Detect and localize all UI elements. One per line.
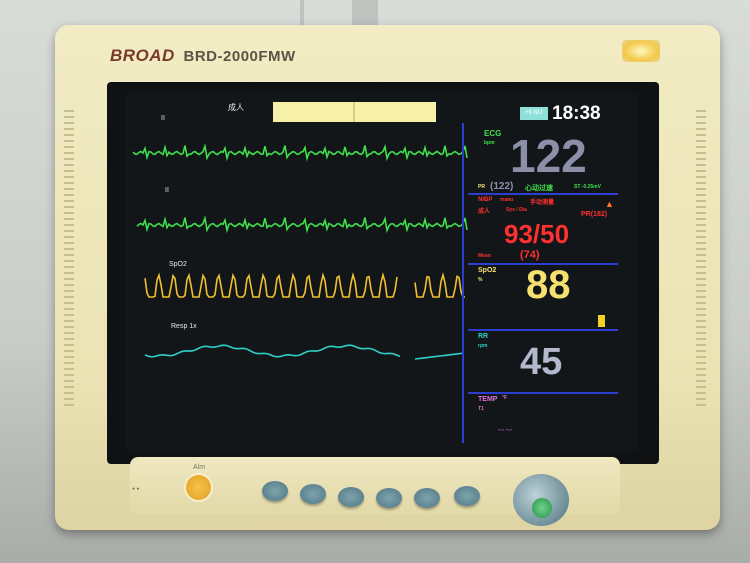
nibp-status: 手动测量: [530, 200, 555, 206]
alarm-message-bar: [273, 102, 436, 122]
model-name: BRD-2000FMW: [183, 48, 296, 65]
wave-label-ecg1: II: [161, 115, 165, 122]
resp-waveform-b: [414, 352, 464, 360]
knob-center[interactable]: [532, 498, 552, 518]
ecg-status: 心动过速: [525, 185, 553, 192]
wave-label-resp: Resp 1x: [171, 323, 197, 330]
parameter-panel: HI NIJ 18:38 ECG bpm 122 PR (122) 心动过速 S…: [462, 93, 637, 451]
menu-button-5[interactable]: [414, 488, 440, 508]
waveform-area: [132, 143, 468, 360]
menu-button-6[interactable]: [454, 486, 480, 506]
temp-label: TEMP: [478, 396, 498, 403]
patient-type: 成人: [228, 103, 244, 112]
brand-logo: BROAD: [110, 46, 175, 65]
nibp-pr: PR(182): [581, 211, 608, 218]
nibp-mean-label: Mean: [478, 253, 491, 259]
warning-triangle-icon: ▲: [605, 199, 614, 209]
spo2-label: SpO2: [478, 267, 497, 274]
nibp-mean: (74): [520, 249, 540, 261]
divider: [468, 263, 618, 265]
resp-label: RR: [478, 333, 489, 340]
heart-rate-value: 122: [510, 130, 587, 182]
spo2-unit: %: [478, 277, 483, 283]
divider: [468, 329, 618, 331]
divider: [468, 392, 618, 394]
nibp-mode: manu: [500, 197, 514, 203]
menu-button-2[interactable]: [300, 484, 326, 504]
resp-unit: rpm: [478, 343, 488, 349]
ecg-waveform-1: [132, 143, 468, 162]
power-led-icon: [622, 40, 660, 62]
divider: [468, 193, 618, 195]
nibp-unit: Sys / Dia: [506, 207, 527, 213]
menu-button-3[interactable]: [338, 487, 364, 507]
temp-unit: °F: [502, 395, 508, 401]
mode-badge: HI NIJ: [520, 107, 548, 120]
nibp-value: 93/50: [504, 219, 570, 249]
ecg-unit: bpm: [484, 140, 495, 146]
resp-value: 45: [520, 341, 563, 383]
spo2-pleth-bar: [598, 315, 605, 327]
wave-label-ecg2: II: [165, 187, 169, 194]
ecg-waveform-2: [136, 215, 468, 234]
power-indicator: ● ●: [132, 486, 140, 492]
st-value: ST -0.25mV: [574, 184, 601, 190]
menu-button-1[interactable]: [262, 481, 288, 501]
left-vent: [64, 110, 74, 410]
right-vent: [696, 110, 706, 410]
spo2-waveform-b: [414, 272, 465, 298]
menu-button-4[interactable]: [376, 488, 402, 508]
cable: [300, 0, 304, 40]
temp-value: --.- --.-: [498, 427, 513, 433]
panel-divider: [462, 123, 464, 443]
spo2-value: 88: [526, 263, 571, 307]
clock: 18:38: [552, 103, 601, 124]
wave-label-spo2: SpO2: [169, 261, 187, 268]
pr-value: (122): [490, 181, 514, 192]
nibp-label: NIBP: [478, 197, 493, 203]
temp-channel: T1: [478, 406, 484, 412]
spo2-waveform: [144, 271, 398, 298]
pr-label: PR: [478, 184, 485, 190]
brand-label: BROAD BRD-2000FMW: [110, 46, 296, 66]
alarm-button-label: Alm: [193, 464, 206, 471]
monitor-screen: 成人 II II SpO2 Resp 1x HI NIJ 18:38 ECG b…: [125, 93, 637, 451]
alarm-silence-button[interactable]: [186, 475, 211, 500]
resp-waveform: [144, 344, 401, 358]
ecg-label: ECG: [484, 129, 502, 138]
nibp-patient: 成人: [478, 209, 491, 215]
